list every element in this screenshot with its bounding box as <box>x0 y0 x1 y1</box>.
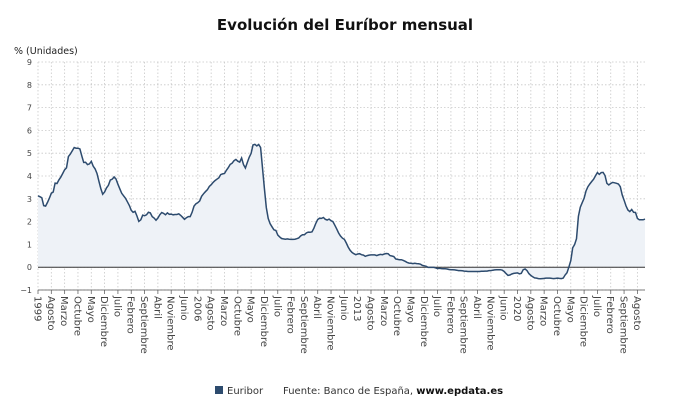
x-tick-label: Junio <box>178 295 189 321</box>
y-tick-label: 6 <box>27 126 32 135</box>
x-tick-label: Febrero <box>285 296 296 334</box>
legend: Euribor Fuente: Banco de España, www.epd… <box>215 386 503 397</box>
source-prefix: Fuente: Banco de España, <box>283 386 416 397</box>
x-tick-label: Julio <box>591 295 602 317</box>
y-axis: −1 0 1 2 3 4 5 6 7 8 9 <box>20 58 32 295</box>
x-tick-label: Diciembre <box>258 296 269 347</box>
y-tick-label: 0 <box>27 263 32 272</box>
legend-swatch-euribor <box>215 386 223 394</box>
x-tick-label: Septiembre <box>458 296 469 354</box>
y-tick-label: 2 <box>27 218 32 227</box>
series-area <box>38 144 645 279</box>
x-tick-label: Octubre <box>71 296 82 336</box>
x-tick-label: Noviembre <box>325 296 336 351</box>
y-tick-label: 8 <box>27 81 32 90</box>
y-tick-label: −1 <box>20 286 32 295</box>
x-tick-label: Septiembre <box>618 296 629 354</box>
y-tick-label: 9 <box>27 58 32 67</box>
x-tick-label: 2006 <box>191 296 202 321</box>
x-tick-label: Agosto <box>205 296 216 331</box>
source-note: Fuente: Banco de España, www.epdata.es <box>283 386 503 397</box>
x-tick-label: Abril <box>151 296 162 319</box>
x-tick-label: Marzo <box>218 296 229 326</box>
x-tick-label: Diciembre <box>578 296 589 347</box>
x-tick-label: Julio <box>431 295 442 317</box>
x-tick-label: Mayo <box>404 296 415 323</box>
x-tick-label: Agosto <box>631 296 642 331</box>
x-tick-label: Abril <box>311 296 322 319</box>
x-tick-label: Marzo <box>58 296 69 326</box>
x-tick-label: Junio <box>498 295 509 321</box>
x-tick-label: Mayo <box>245 296 256 323</box>
chart-title: Evolución del Euríbor mensual <box>217 16 473 34</box>
y-axis-label: % (Unidades) <box>14 46 78 57</box>
x-tick-label: Marzo <box>378 296 389 326</box>
series-line-euribor <box>37 143 646 280</box>
x-tick-label: Febrero <box>444 296 455 334</box>
x-tick-label: Febrero <box>604 296 615 334</box>
x-tick-label: Octubre <box>551 296 562 336</box>
legend-label-euribor: Euribor <box>227 386 264 397</box>
x-tick-label: Junio <box>338 295 349 321</box>
x-tick-label: Noviembre <box>484 296 495 351</box>
x-tick-label: Agosto <box>364 296 375 331</box>
x-tick-label: 2020 <box>511 296 522 321</box>
y-tick-label: 4 <box>27 172 32 181</box>
x-tick-label: Febrero <box>125 296 136 334</box>
x-tick-label: Agosto <box>45 296 56 331</box>
x-tick-label: 1999 <box>32 296 43 321</box>
x-tick-label: Mayo <box>85 296 96 323</box>
x-tick-label: 2013 <box>351 296 362 321</box>
x-tick-label: Abril <box>471 296 482 319</box>
x-tick-label: Octubre <box>391 296 402 336</box>
x-tick-label: Octubre <box>231 296 242 336</box>
x-tick-label: Julio <box>271 295 282 317</box>
x-tick-label: Diciembre <box>418 296 429 347</box>
x-tick-label: Diciembre <box>98 296 109 347</box>
x-axis: 1999 Agosto Marzo Octubre Mayo Diciembre Julio… <box>32 289 645 354</box>
y-tick-label: 7 <box>27 104 32 113</box>
x-tick-label: Marzo <box>538 296 549 326</box>
y-tick-label: 1 <box>27 240 32 249</box>
x-tick-label: Agosto <box>524 296 535 331</box>
x-tick-label: Julio <box>111 295 122 317</box>
x-tick-label: Septiembre <box>298 296 309 354</box>
x-tick-label: Septiembre <box>138 296 149 354</box>
x-tick-label: Mayo <box>564 296 575 323</box>
x-tick-label: Noviembre <box>165 296 176 351</box>
source-site: www.epdata.es <box>416 386 503 397</box>
y-tick-label: 5 <box>27 149 32 158</box>
y-tick-label: 3 <box>27 195 32 204</box>
